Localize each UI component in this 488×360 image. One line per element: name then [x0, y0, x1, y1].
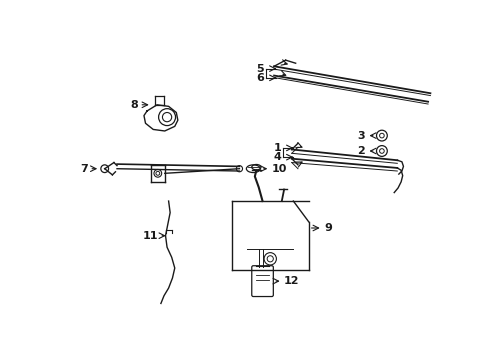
Text: 4: 4: [273, 152, 281, 162]
Text: 7: 7: [80, 164, 87, 174]
Text: 6: 6: [256, 73, 264, 83]
Text: 11: 11: [142, 231, 158, 241]
Text: 1: 1: [273, 143, 281, 153]
Text: 12: 12: [284, 276, 299, 286]
Text: 9: 9: [324, 223, 331, 233]
Text: 8: 8: [130, 100, 138, 110]
Text: 5: 5: [256, 64, 264, 73]
Text: 2: 2: [356, 146, 364, 156]
Text: 10: 10: [271, 164, 286, 174]
Text: 3: 3: [357, 131, 364, 141]
